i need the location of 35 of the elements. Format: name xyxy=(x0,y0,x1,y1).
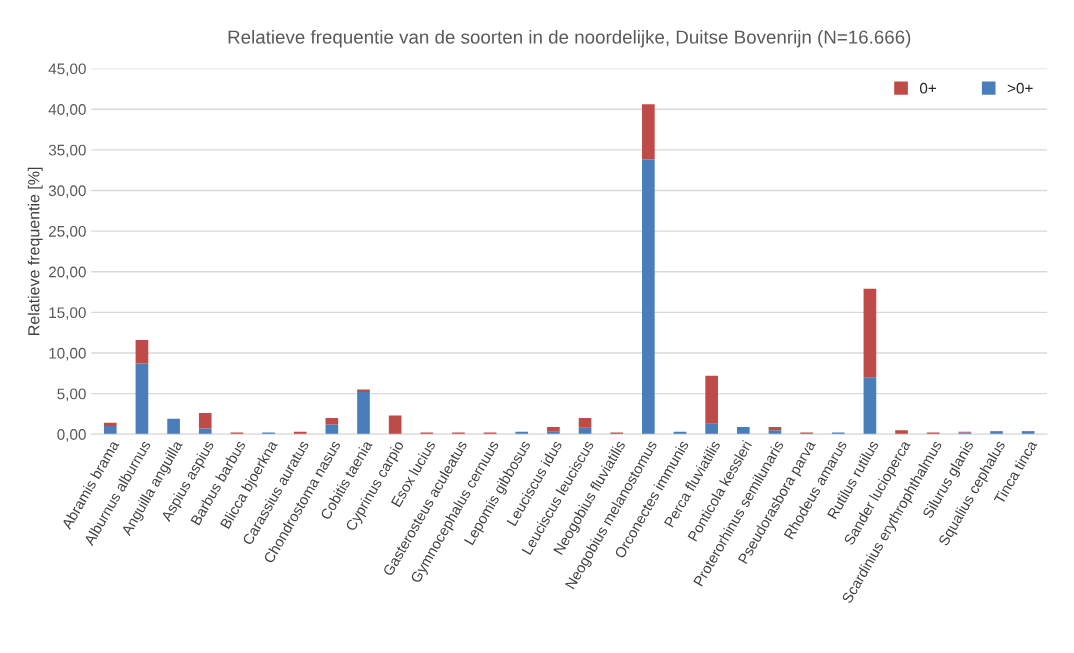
bar xyxy=(357,391,370,435)
bar xyxy=(198,413,212,429)
y-tick-label: 20,00 xyxy=(48,266,86,280)
bar xyxy=(736,426,750,435)
bar xyxy=(642,159,655,435)
bar xyxy=(768,430,782,435)
y-axis-title: Relatieve frequentie [%] xyxy=(27,167,43,335)
bar xyxy=(578,417,592,428)
y-tick-label: 30,00 xyxy=(48,185,86,198)
bar xyxy=(642,104,655,160)
chart-title: Relatieve frequentie van de soorten in de noordelijke, Duitse Bovenrijn (N=16.666) xyxy=(228,29,911,48)
bar xyxy=(103,422,117,427)
bar xyxy=(895,430,908,435)
y-tick-label: 45,00 xyxy=(48,63,86,77)
y-tick-label: 0,00 xyxy=(57,429,86,442)
bar xyxy=(135,339,149,364)
bar xyxy=(705,375,718,424)
bar xyxy=(198,428,212,435)
bar xyxy=(388,415,402,435)
bar xyxy=(325,424,339,435)
bar xyxy=(705,423,718,435)
y-tick-label: 15,00 xyxy=(49,307,86,320)
bar xyxy=(103,426,117,435)
y-tick-label: 40,00 xyxy=(48,104,86,117)
y-tick-label: 10,00 xyxy=(49,347,86,361)
legend-label: 0+ xyxy=(919,82,937,94)
y-tick-label: 25,00 xyxy=(48,225,86,239)
bar xyxy=(547,426,560,432)
bar xyxy=(863,288,877,378)
bar xyxy=(135,363,149,435)
legend-label: >0+ xyxy=(1007,82,1033,94)
y-tick-label: 5,00 xyxy=(57,388,86,402)
bar xyxy=(167,418,180,435)
y-tick-label: 35,00 xyxy=(48,144,86,158)
bar xyxy=(863,377,877,435)
